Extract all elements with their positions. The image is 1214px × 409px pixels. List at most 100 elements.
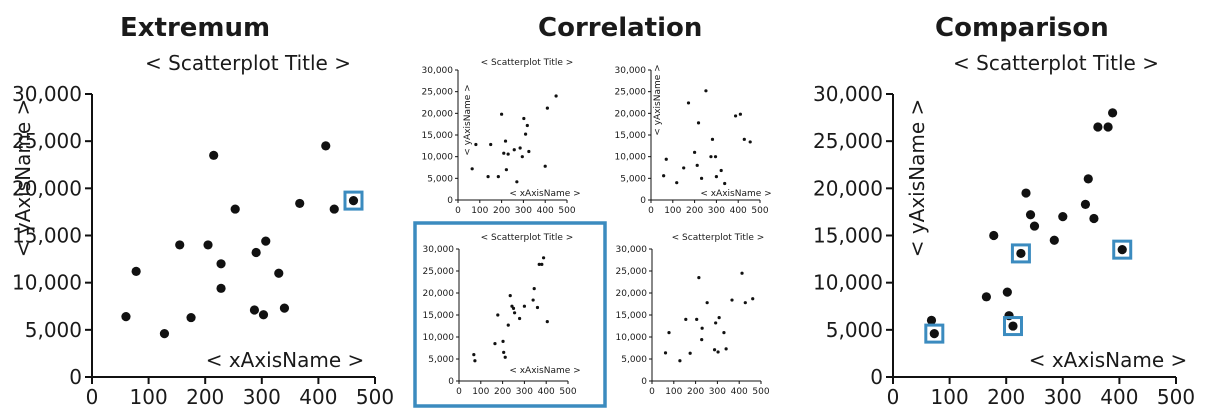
y-tick-label: 25,000 [615,88,647,98]
y-tick-label: 30,000 [422,66,454,76]
highlight-box [343,190,364,211]
x-tick-label: 500 [356,385,394,409]
x-tick-label: 100 [471,206,488,216]
x-tick-label: 400 [299,385,337,409]
y-tick-label: 0 [640,196,646,206]
data-point [209,150,219,160]
data-point [131,266,141,276]
y-tick-label: 0 [447,196,453,206]
x-tick-label: 300 [515,206,532,216]
data-point [545,320,549,324]
y-tick-label: 15,000 [615,131,647,141]
scatterplot-group: 0 100 200 300 400 500 0 5,000 10,000 15,000 20,000… [11,51,1195,409]
data-point [1049,235,1059,245]
y-tick-label: 10,000 [615,153,647,163]
y-tick-label: 25,000 [813,129,883,153]
x-tick-label: 400 [1100,385,1138,409]
y-tick-label: 5,000 [620,174,646,184]
y-tick-label: 20,000 [813,176,883,200]
data-point [493,342,497,346]
scatterplot-extremum: 0 100 200 300 400 500 0 5,000 10,000 15,000 20,000… [11,51,394,409]
data-point [1008,321,1018,331]
data-point [989,230,999,241]
y-tick-label: 20,000 [12,176,82,200]
data-point [470,167,474,171]
data-point [722,331,726,335]
highlight-box [1010,243,1031,264]
data-point [751,297,755,301]
data-point [540,262,544,266]
data-point [531,298,535,302]
data-point [719,168,723,173]
data-point [515,180,519,184]
data-point [699,176,704,180]
data-point [512,148,516,152]
x-tick-label: 100 [931,385,969,409]
y-tick-label: 30,000 [423,245,455,255]
y-tick-label: 15,000 [423,311,455,321]
y-tick-label: 10,000 [813,271,883,295]
highlight-box [1002,316,1023,337]
data-point [1080,199,1091,209]
data-point [527,149,531,154]
data-point [738,112,742,116]
data-point [518,146,522,150]
chart-title: < Scatterplot Title > [481,233,574,243]
y-tick-label: 30,000 [616,245,648,255]
data-point [230,204,240,214]
y-tick-label: 15,000 [422,131,454,141]
y-tick-label: 25,000 [12,129,82,153]
data-point [486,175,490,179]
x-tick-label: 200 [987,385,1025,409]
chart-title: < Scatterplot Title > [672,233,765,243]
x-tick-label: 500 [558,206,575,216]
data-point [518,316,522,321]
data-point [730,298,734,302]
x-tick-label: 300 [709,387,726,397]
highlight-box [1112,239,1133,260]
data-point [473,359,477,363]
data-point [716,350,720,354]
data-point [723,181,727,186]
data-point [700,326,704,330]
y-tick-label: 30,000 [813,82,883,106]
data-point [675,181,679,185]
data-point [686,101,691,105]
data-point [159,329,170,339]
data-point [506,323,510,327]
y-tick-label: 10,000 [422,153,454,163]
data-point [543,164,547,168]
y-tick-label: 0 [448,377,454,387]
data-point [506,152,510,156]
data-point [695,163,699,167]
data-point [733,114,738,118]
data-point [216,283,226,293]
data-point [742,137,746,141]
data-point [537,262,541,266]
data-point [717,316,721,320]
data-point [1103,122,1113,132]
y-tick-label: 30,000 [615,66,647,76]
data-point [710,137,715,141]
y-tick-label: 20,000 [423,289,455,299]
data-point [216,259,226,269]
data-point [511,306,516,310]
x-axis-label: < xAxisName > [1029,348,1188,372]
data-point [724,347,728,351]
x-tick-label: 0 [456,387,462,397]
y-tick-label: 0 [69,365,82,389]
y-tick-label: 20,000 [616,289,648,299]
data-point [535,305,540,310]
x-tick-label: 200 [186,385,224,409]
x-axis-label: < xAxisName > [509,189,580,199]
data-point [678,359,682,363]
data-point [697,276,701,280]
data-point [713,155,718,159]
data-point [1058,212,1068,222]
y-tick-label: 20,000 [422,109,454,119]
y-axis-label: < yAxisName > [905,99,929,258]
scatterplot-correlation-c: 0 100 200 300 400 500 0 5,000 10,000 15,000 20,000… [423,233,581,397]
x-tick-label: 400 [537,206,554,216]
data-point [489,142,493,147]
